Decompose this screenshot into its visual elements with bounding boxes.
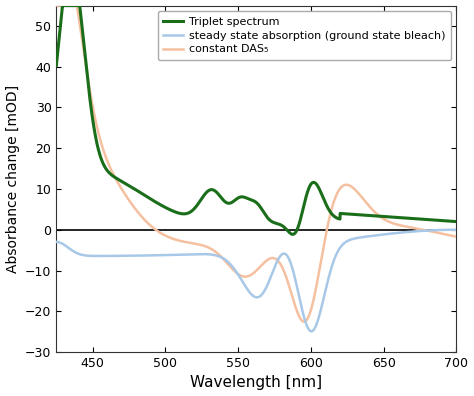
Legend: Triplet spectrum, steady state absorption (ground state bleach), constant DAS₅: Triplet spectrum, steady state absorptio… bbox=[158, 11, 451, 60]
X-axis label: Wavelength [nm]: Wavelength [nm] bbox=[191, 375, 322, 390]
Y-axis label: Absorbance change [mOD]: Absorbance change [mOD] bbox=[6, 85, 19, 273]
